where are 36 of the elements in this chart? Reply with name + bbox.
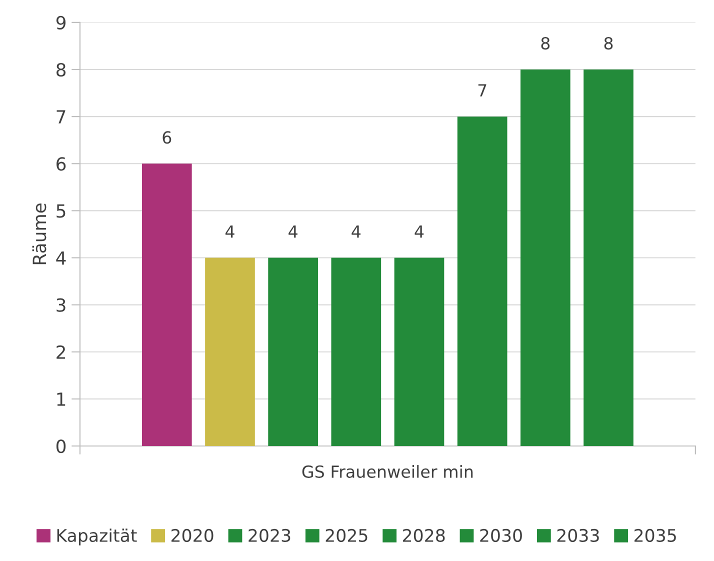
y-tick-label: 5: [56, 204, 66, 218]
bar: [331, 258, 382, 446]
data-label: 8: [604, 37, 613, 50]
legend-label: 2028: [403, 528, 445, 542]
y-tick-label: 9: [56, 16, 66, 30]
bar: [457, 116, 508, 446]
legend-label: 2030: [480, 528, 522, 542]
legend-label: 2035: [634, 528, 676, 542]
y-tick-label: 8: [56, 62, 66, 77]
y-tick-label: 6: [56, 157, 66, 171]
data-label: 4: [352, 225, 361, 238]
y-tick-label: 2: [56, 345, 65, 359]
bar: [268, 258, 318, 446]
legend-label: 2025: [326, 528, 368, 542]
data-label: 8: [541, 37, 550, 50]
y-tick-label: 0: [56, 439, 66, 454]
data-label: 7: [478, 84, 486, 96]
data-label: 6: [162, 131, 172, 144]
bar: [394, 258, 444, 446]
data-label: 4: [414, 225, 424, 238]
bar: [584, 70, 634, 446]
y-tick-label: 3: [56, 298, 66, 312]
legend-label: Kapazität: [57, 528, 137, 546]
data-label: 4: [226, 225, 234, 238]
bar: [205, 258, 255, 446]
bar: [142, 164, 192, 446]
legend-label: 2033: [557, 528, 599, 542]
legend-label: 2023: [248, 528, 290, 542]
y-tick-label: 1: [57, 392, 66, 406]
y-tick-label: 7: [56, 110, 66, 124]
x-tick-label: GS Frauenweiler min: [302, 465, 473, 478]
legend-label: 2020: [171, 528, 214, 542]
y-axis-title: Räume: [32, 204, 46, 264]
bar: [520, 70, 570, 446]
data-label: 4: [288, 225, 298, 238]
y-tick-label: 4: [56, 251, 66, 265]
